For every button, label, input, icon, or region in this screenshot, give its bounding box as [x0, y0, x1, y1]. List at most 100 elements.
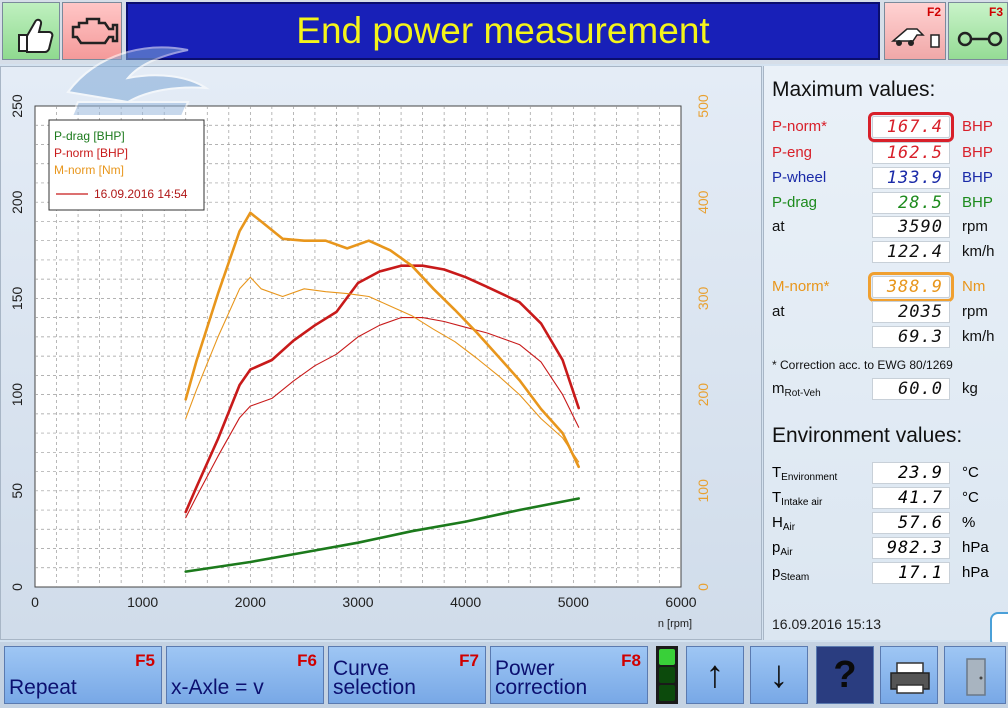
repeat-button[interactable]: F5 Repeat: [4, 646, 162, 704]
mrot-unit: kg: [962, 380, 978, 397]
max-value: 167.4: [868, 112, 954, 142]
max-label: at: [772, 218, 785, 235]
max-value: 69.3: [872, 326, 950, 348]
exit-button[interactable]: [944, 646, 1006, 704]
power-correction-label: Power correction: [495, 657, 588, 699]
curve-selection-button[interactable]: F7 Curve selection: [328, 646, 486, 704]
legend-entry: M-norm [Nm]: [54, 163, 124, 177]
max-unit: Nm: [962, 278, 986, 295]
env-value: 17.1: [872, 562, 950, 584]
legend-entry: P-norm [BHP]: [54, 146, 128, 160]
y-right-tick-label: 200: [695, 383, 711, 407]
max-row-p-drag: P-drag 28.5 BHP: [772, 192, 1008, 214]
max-label: M-norm*: [772, 278, 830, 295]
help-button[interactable]: ?: [816, 646, 874, 704]
x-tick-label: 5000: [558, 594, 589, 610]
max-row-p-wheel: P-wheel 133.9 BHP: [772, 167, 1008, 189]
scroll-down-button[interactable]: ↓: [750, 646, 808, 704]
scroll-up-button[interactable]: ↑: [686, 646, 744, 704]
roller-f3-button[interactable]: F3: [948, 2, 1008, 60]
max-label: P-drag: [772, 194, 818, 211]
max-value: 3590: [872, 216, 950, 238]
env-label: pSteam: [772, 564, 810, 583]
legend-entry: P-drag [BHP]: [54, 129, 125, 143]
env-row-p-steam: pSteam 17.1 hPa: [772, 562, 1008, 584]
arrow-down-icon: ↓: [769, 654, 789, 696]
print-button[interactable]: [880, 646, 938, 704]
env-unit: °C: [962, 464, 979, 481]
y-right-tick-label: 300: [695, 287, 711, 311]
series-line-p-drag-bhp: [184, 497, 581, 573]
status-lamp-mid: [659, 667, 675, 683]
max-unit: km/h: [962, 328, 995, 345]
f3-key-label: F3: [988, 5, 1003, 19]
max-unit: BHP: [962, 169, 993, 186]
x-axle-button[interactable]: F6 x-Axle = v: [166, 646, 324, 704]
legend-run-label: 16.09.2016 14:54: [94, 187, 188, 201]
chart-legend: P-drag [BHP] P-norm [BHP] M-norm [Nm] 16.09…: [48, 119, 205, 211]
max-row-m-speed: 69.3 km/h: [772, 326, 1008, 348]
max-label: P-eng: [772, 144, 813, 161]
car-on-dyno-icon: [890, 28, 940, 48]
env-row-p-air: pAir 982.3 hPa: [772, 537, 1008, 559]
series-line-m-norm-nm: [184, 211, 581, 469]
x-tick-label: 4000: [450, 594, 481, 610]
series-line-m-norm-nm-thin: [185, 276, 580, 463]
env-value: 982.3: [872, 537, 950, 559]
max-value: 388.9: [868, 272, 954, 302]
series-line-p-norm-bhp: [184, 264, 581, 514]
max-unit: rpm: [962, 218, 988, 235]
max-unit: BHP: [962, 144, 993, 161]
y-right-tick-label: 100: [695, 479, 711, 503]
env-unit: hPa: [962, 539, 989, 556]
max-row-speed: 122.4 km/h: [772, 241, 1008, 263]
engine-button[interactable]: [62, 2, 122, 60]
y-right-tick-label: 500: [695, 94, 711, 118]
y-left-tick-label: 200: [9, 190, 25, 214]
y-left-tick-label: 250: [9, 94, 25, 118]
thumbs-up-icon: [18, 18, 54, 53]
env-unit: °C: [962, 489, 979, 506]
y-left-tick-label: 150: [9, 287, 25, 311]
max-row-p-eng: P-eng 162.5 BHP: [772, 142, 1008, 164]
max-unit: km/h: [962, 243, 995, 260]
y-right-tick-label: 0: [695, 583, 711, 591]
max-row-rpm: at 3590 rpm: [772, 216, 1008, 238]
max-label: P-wheel: [772, 169, 827, 186]
x-tick-label: 0: [31, 594, 39, 610]
f2-key-label: F2: [926, 5, 941, 19]
chart-series: [184, 211, 581, 573]
repeat-label: Repeat: [9, 676, 77, 699]
max-label: at: [772, 303, 785, 320]
max-unit: BHP: [962, 118, 993, 135]
max-row-m-norm: M-norm* 388.9 Nm: [772, 272, 1008, 302]
timestamp: 16.09.2016 15:13: [772, 616, 881, 632]
dyno-car-f2-button[interactable]: F2: [884, 2, 946, 60]
f5-key-label: F5: [135, 651, 155, 670]
max-unit: rpm: [962, 303, 988, 320]
y-right-tick-label: 400: [695, 190, 711, 214]
env-label: HAir: [772, 514, 796, 533]
y-left-tick-label: 50: [9, 483, 25, 499]
max-row-m-rpm: at 2035 rpm: [772, 301, 1008, 323]
confirm-button[interactable]: [2, 2, 60, 60]
x-axis-label: n [rpm]: [658, 618, 692, 630]
power-correction-button[interactable]: F8 Power correction: [490, 646, 648, 704]
legend-box: [48, 119, 205, 211]
env-value: 23.9: [872, 462, 950, 484]
f7-key-label: F7: [459, 651, 479, 670]
y-left-tick-label: 100: [9, 383, 25, 407]
x-tick-label: 6000: [665, 594, 696, 610]
status-lamp-bottom: [659, 685, 675, 701]
page-title: End power measurement: [296, 10, 710, 51]
x-axle-label: x-Axle = v: [171, 676, 264, 699]
max-value: 28.5: [872, 192, 950, 214]
env-value: 57.6: [872, 512, 950, 534]
title-bar: End power measurement: [126, 2, 880, 60]
env-value: 41.7: [872, 487, 950, 509]
door-icon: [966, 658, 986, 696]
env-label: pAir: [772, 539, 793, 558]
status-light: [656, 646, 678, 704]
